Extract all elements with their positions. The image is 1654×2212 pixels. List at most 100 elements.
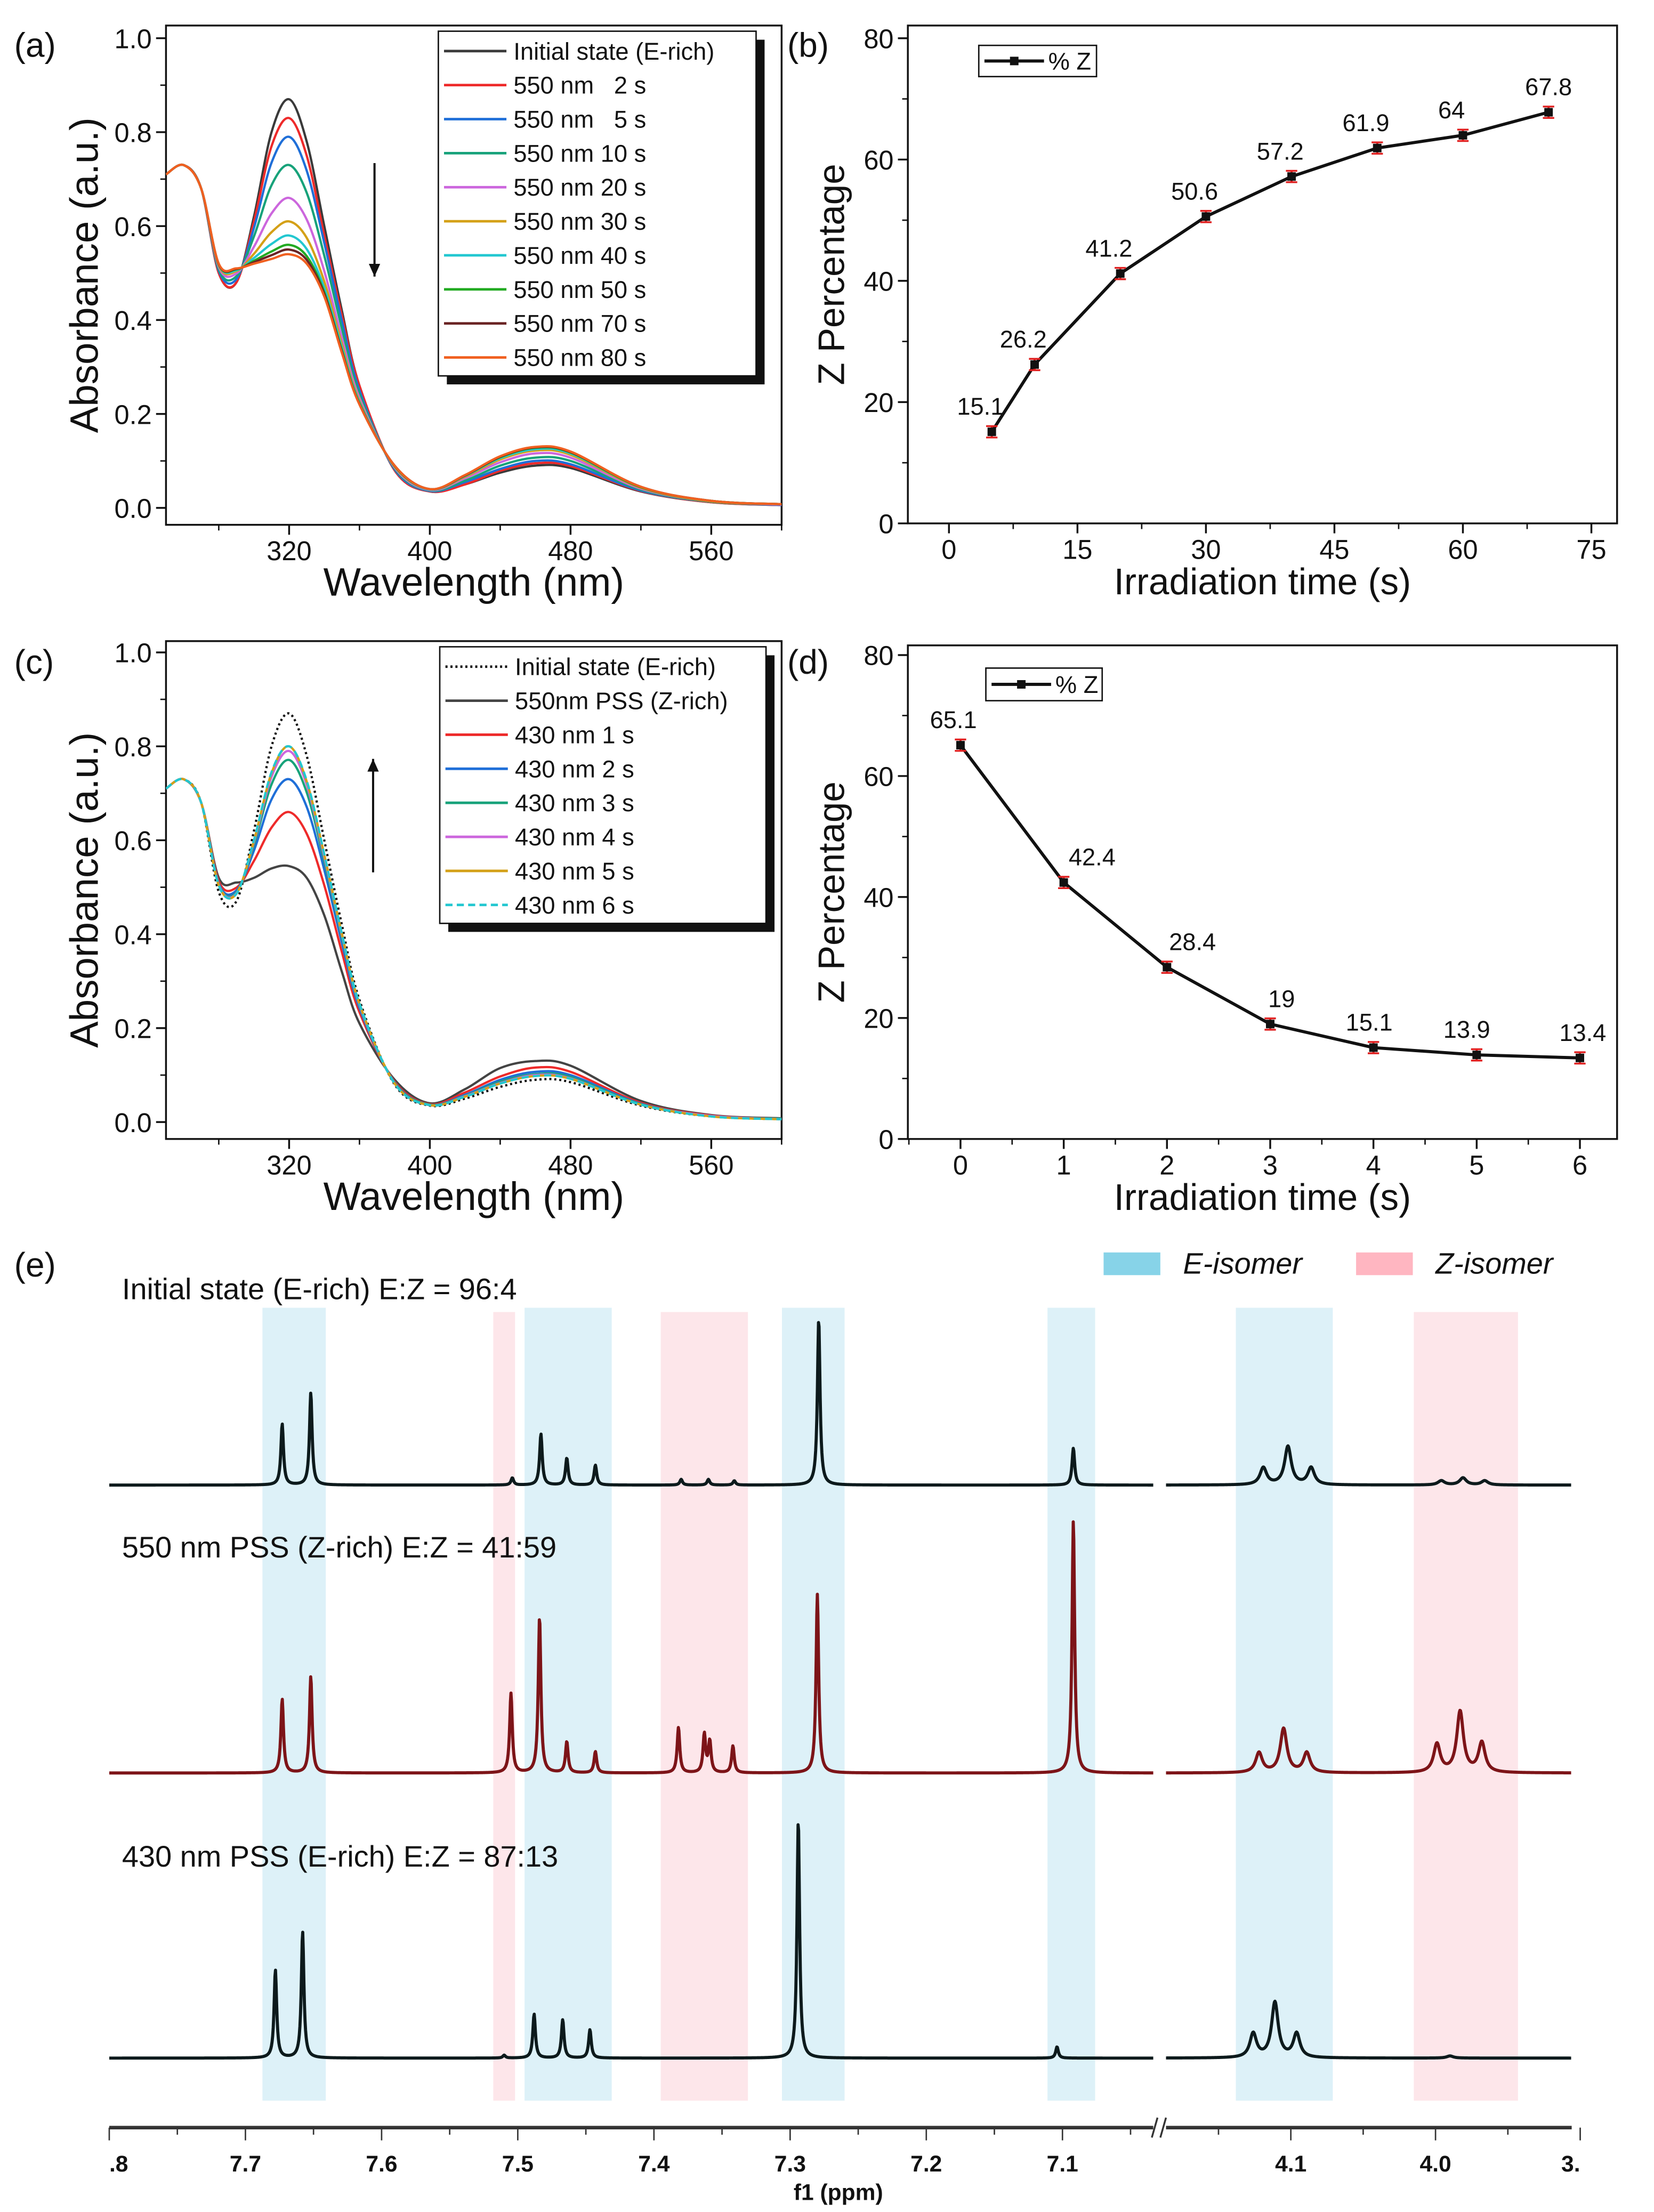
legend-label: E-isomer (1183, 1247, 1303, 1280)
legend-label: 430 nm 1 s (515, 721, 634, 748)
y-tick-label: 0 (878, 1124, 893, 1155)
legend-label: 550 nm 30 s (513, 208, 646, 235)
plot-frame (907, 25, 1618, 524)
y-axis-title: Absorbance (a.u.) (62, 732, 107, 1048)
x-tick-label: 480 (548, 536, 593, 566)
z-isomer-band (1414, 1312, 1518, 2101)
legend-label: 550 nm 50 s (513, 276, 646, 303)
legend-box (439, 646, 767, 924)
legend: Initial state (E-rich) 550nm PSS (Z-rich)… (439, 646, 775, 932)
panel-b: (b) 0 15 30 45 60 75 0 20 40 60 80 Irradiation time … (787, 23, 1618, 602)
x-tick-label: 15 (1062, 534, 1092, 564)
spectrum-line (166, 117, 782, 506)
e-isomer-band (262, 1307, 326, 2101)
x-tick-label: 5 (1469, 1150, 1484, 1180)
data-label: 15.1 (957, 393, 1004, 420)
x-tick-label: 7.5 (502, 2151, 534, 2177)
x-tick-label: 3 (1263, 1150, 1278, 1180)
x-axis-title: Irradiation time (s) (1114, 561, 1411, 602)
data-point (1576, 1053, 1584, 1062)
data-point (1544, 108, 1553, 117)
panel-label: (c) (14, 643, 54, 681)
x-tick-label: 1 (1056, 1150, 1071, 1180)
legend: % Z (978, 44, 1098, 78)
nmr-trace (108, 1520, 1155, 1775)
legend-label: % Z (1055, 671, 1098, 698)
data-label: 64 (1438, 96, 1465, 124)
legend-label: 550 nm 2 s (513, 72, 646, 99)
data-label: 15.1 (1346, 1009, 1393, 1036)
y-tick-label: 0.4 (115, 305, 152, 336)
data-label: 28.4 (1169, 929, 1216, 956)
x-tick-label: 7.3 (774, 2151, 806, 2177)
legend-swatch (1356, 1252, 1413, 1275)
nmr-trace (1165, 1444, 1572, 1487)
series-group (166, 712, 782, 1120)
data-point (1059, 878, 1068, 887)
legend-label: 430 nm 2 s (515, 755, 634, 782)
data-label: 65.1 (930, 706, 977, 733)
legend-label: 550 nm 5 s (513, 106, 646, 133)
y-tick-label: 0.6 (115, 212, 152, 242)
arrow-head-icon (368, 263, 381, 277)
axis-break-icon (1151, 2117, 1167, 2138)
x-tick-label: 6 (1572, 1150, 1587, 1180)
data-point (1458, 131, 1467, 140)
y-tick-label: 0.2 (115, 399, 152, 430)
panel-label: (d) (787, 643, 829, 681)
data-point (1266, 1020, 1274, 1029)
data-point (987, 427, 996, 437)
nmr-trace (1165, 1708, 1572, 1775)
x-tick-label: 320 (267, 536, 311, 566)
legend-swatch (1103, 1252, 1160, 1275)
trace-label: Initial state (E-rich) E:Z = 96:4 (122, 1272, 517, 1306)
e-isomer-band (781, 1307, 845, 2101)
x-tick-label: 60 (1448, 534, 1478, 564)
panel-label: (e) (14, 1246, 56, 1284)
data-point (1287, 172, 1296, 181)
x-tick-label: 7.1 (1047, 2151, 1078, 2177)
y-axis-title: Z Percentage (810, 781, 852, 1003)
legend-label: 550 nm 20 s (513, 174, 646, 201)
plot-frame (907, 644, 1618, 1140)
plot-frame (165, 25, 783, 526)
y-tick-label: 1.0 (115, 23, 152, 54)
nmr-trace (108, 1823, 1155, 2060)
y-tick-label: 20 (864, 387, 893, 418)
y-tick-label: 0 (878, 509, 893, 539)
y-tick-label: 40 (864, 266, 893, 296)
legend-marker (1010, 56, 1019, 66)
legend-marker (1017, 680, 1026, 689)
y-tick-label: 0.8 (115, 118, 152, 148)
legend-box (438, 30, 757, 377)
data-point (1369, 1043, 1378, 1052)
data-point (1163, 963, 1172, 972)
spectrum-line (166, 745, 782, 1120)
x-tick-label: 7.6 (366, 2151, 397, 2177)
spectrum-line (166, 778, 782, 1120)
data-label: 26.2 (1000, 326, 1047, 353)
legend-label: 550 nm 70 s (513, 310, 646, 337)
data-point (1201, 212, 1211, 221)
legend-label: 430 nm 3 s (515, 789, 634, 817)
x-tick-label: 45 (1319, 534, 1349, 564)
x-tick-label: 7.2 (910, 2151, 942, 2177)
data-label: 42.4 (1069, 844, 1116, 871)
x-tick-label: 30 (1191, 534, 1221, 564)
legend-label: Z-isomer (1434, 1247, 1554, 1280)
x-tick-label: .8 (109, 2151, 128, 2177)
legend-label: 430 nm 5 s (515, 858, 634, 885)
x-tick-label: 75 (1576, 534, 1606, 564)
legend-label: 550 nm 10 s (513, 140, 646, 167)
data-point (956, 741, 965, 750)
panel-c: (c) 320 400 480 560 0.0 0.2 0.4 0.6 0.8 1.0 Wavelen… (14, 638, 783, 1218)
x-tick-label: 4 (1366, 1150, 1381, 1180)
series-group (166, 98, 782, 506)
x-axis-title: Wavelength (nm) (324, 1174, 624, 1218)
panel-label: (b) (787, 26, 829, 64)
y-tick-label: 80 (864, 23, 893, 54)
spectrum-line (166, 778, 782, 1120)
series-line (990, 110, 1549, 433)
